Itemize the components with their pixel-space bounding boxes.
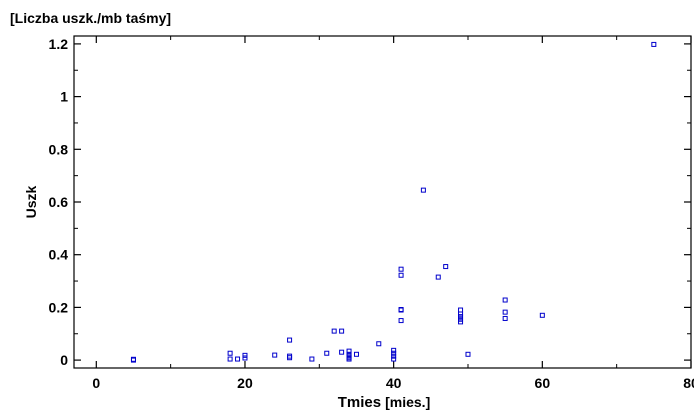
x-tick-label: 40 <box>386 375 402 391</box>
y-tick-label: 1 <box>60 89 68 105</box>
data-point <box>331 328 337 334</box>
data-point <box>227 350 233 356</box>
data-point <box>391 353 397 359</box>
x-axis-title-unit: [mies.] <box>385 394 430 410</box>
y-axis-title: Uszk <box>23 185 39 218</box>
data-point <box>324 350 330 356</box>
data-point <box>130 356 136 362</box>
y-tick-label: 0.4 <box>49 247 69 263</box>
plot-frame <box>73 35 692 369</box>
tick-labels: 0 20 40 60 80 0 0.2 0.4 0.6 0.8 1 1.2 <box>49 36 694 391</box>
data-point <box>651 41 657 47</box>
data-point <box>458 311 464 317</box>
y-tick-label: 1.2 <box>49 36 69 52</box>
x-axis-title-main: Tmies <box>338 394 381 411</box>
data-point <box>398 318 404 324</box>
data-point <box>502 297 508 303</box>
data-point <box>353 351 359 357</box>
data-point <box>458 316 464 322</box>
data-point <box>391 347 397 353</box>
data-point <box>502 309 508 315</box>
data-point <box>272 352 278 358</box>
x-axis-title: Tmies [mies.] <box>338 394 430 411</box>
data-point <box>242 352 248 358</box>
x-tick-label: 20 <box>237 375 253 391</box>
data-point <box>420 187 426 193</box>
data-point <box>391 356 397 362</box>
y-tick-label: 0 <box>60 352 68 368</box>
data-point <box>309 356 315 362</box>
y-tick-label: 0.8 <box>49 141 69 157</box>
data-point <box>346 351 352 357</box>
data-point <box>458 307 464 313</box>
data-point <box>458 314 464 320</box>
x-tick-label: 80 <box>683 375 694 391</box>
data-point <box>287 353 293 359</box>
x-tick-label: 0 <box>92 375 100 391</box>
data-point <box>398 266 404 272</box>
data-point <box>346 348 352 354</box>
data-point <box>398 272 404 278</box>
data-point <box>227 356 233 362</box>
data-point <box>502 315 508 321</box>
data-point <box>339 328 345 334</box>
data-point <box>539 312 545 318</box>
y-unit-label: [Liczba uszk./mb taśmy] <box>10 10 171 26</box>
data-point <box>465 351 471 357</box>
y-tick-label: 0.2 <box>49 299 69 315</box>
data-point <box>398 307 404 312</box>
data-point <box>443 264 449 270</box>
axis-ticks <box>74 36 692 368</box>
data-point <box>376 341 382 347</box>
y-tick-label: 0.6 <box>49 194 69 210</box>
data-point <box>287 337 293 343</box>
data-point <box>435 274 441 280</box>
data-point <box>458 319 464 325</box>
data-point <box>339 349 345 355</box>
data-point <box>391 350 397 356</box>
data-points <box>130 41 657 363</box>
data-point <box>242 355 248 361</box>
data-point <box>235 356 241 362</box>
x-tick-label: 60 <box>535 375 551 391</box>
